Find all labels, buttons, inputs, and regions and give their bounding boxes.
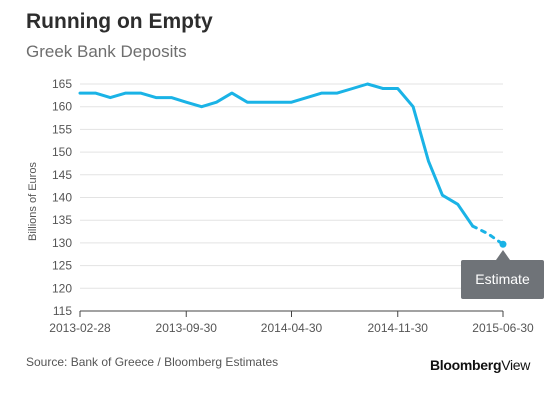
y-tick-label-125: 125 <box>52 259 72 273</box>
brand-part-2: View <box>501 357 531 373</box>
y-tick-label-155: 155 <box>52 122 72 136</box>
gridlines <box>80 83 503 289</box>
y-tick-label-115: 115 <box>53 304 72 318</box>
series-line-actual <box>78 82 475 228</box>
x-tick-label-1: 2013-09-30 <box>156 321 218 335</box>
y-tick-label-130: 130 <box>52 236 72 250</box>
chart-subtitle: Greek Bank Deposits <box>26 42 187 61</box>
x-axis: 2013-02-28 2013-09-30 2014-04-30 2014-11-30… <box>49 310 534 335</box>
series-lines <box>78 82 507 248</box>
y-tick-label-135: 135 <box>52 213 72 227</box>
brand-logo: BloombergView <box>430 357 530 373</box>
chart-title: Running on Empty <box>26 10 213 33</box>
y-tick-label-165: 165 <box>52 77 72 91</box>
estimate-label: Estimate <box>475 271 530 287</box>
series-line-estimate <box>471 224 505 246</box>
estimate-point <box>499 240 507 248</box>
x-tick-label-4: 2015-06-30 <box>472 321 534 335</box>
y-tick-label-145: 145 <box>52 168 72 182</box>
brand-part-1: Bloomberg <box>430 357 502 373</box>
source-note: Source: Bank of Greece / Bloomberg Estim… <box>26 355 279 369</box>
y-tick-label-140: 140 <box>52 191 72 205</box>
y-axis-label: Billions of Euros <box>27 162 39 241</box>
y-axis-ticks: 115 120 125 130 135 140 145 150 155 160 165 <box>52 77 72 318</box>
y-tick-label-120: 120 <box>52 281 72 295</box>
y-tick-label-150: 150 <box>52 145 72 159</box>
y-tick-label-160: 160 <box>52 100 72 114</box>
x-tick-label-2: 2014-04-30 <box>261 321 323 335</box>
estimate-callout <box>461 260 544 299</box>
x-tick-label-3: 2014-11-30 <box>367 321 428 335</box>
x-tick-label-0: 2013-02-28 <box>49 321 111 335</box>
estimate-pointer <box>496 250 510 260</box>
